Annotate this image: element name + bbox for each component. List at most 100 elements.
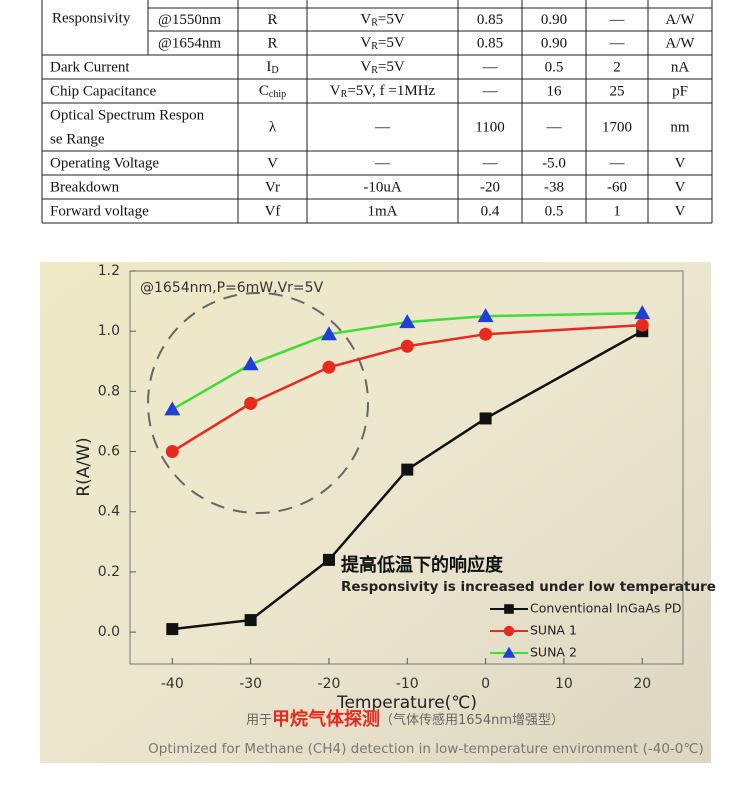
marker (477, 308, 494, 323)
cell-text: — (482, 155, 499, 171)
cell-text: VR=5V, f =1MHz (330, 83, 436, 100)
cell-after: =5V (378, 12, 405, 28)
cell-text: 16 (547, 83, 563, 99)
cell-text: 1100 (475, 119, 504, 135)
cell-sub: R (371, 65, 378, 76)
cell-text: λ (269, 119, 277, 135)
y-axis-label: R(A/W) (74, 437, 94, 496)
marker (634, 305, 651, 320)
caption-part: 用于 (246, 713, 272, 728)
cell-sub: R (371, 41, 378, 52)
marker (503, 625, 515, 637)
marker (635, 318, 649, 332)
cell-sub: chip (269, 89, 286, 100)
cell-text: 0.90 (541, 12, 567, 28)
cell-text: nm (670, 119, 690, 135)
x-tick-label: 20 (633, 676, 651, 692)
cell-text: 0.4 (481, 203, 500, 219)
marker (504, 604, 514, 614)
cell-text: pF (672, 83, 688, 99)
cell-text: 0.5 (545, 203, 564, 219)
y-tick-label: 0.0 (98, 624, 120, 640)
cell-main: V (360, 59, 371, 75)
cell-sub: R (341, 89, 348, 100)
cell-text: — (609, 12, 626, 28)
cell-main: V (330, 83, 341, 99)
cell-text: @1550nm (158, 12, 221, 28)
y-tick-label: 0.2 (98, 564, 120, 580)
cell-main: V (360, 35, 371, 51)
cell-text: ID (266, 59, 278, 76)
x-tick-label: -20 (318, 676, 341, 692)
cell-text: Operating Voltage (50, 155, 159, 171)
marker (165, 445, 179, 459)
highlight-circle (147, 292, 369, 514)
marker (401, 463, 414, 476)
marker (322, 360, 336, 374)
cell-text: — (609, 35, 626, 51)
cell-text: — (609, 155, 626, 171)
cell-text: R (267, 35, 277, 51)
marker (164, 401, 181, 416)
cell-text: 0.90 (541, 35, 567, 51)
cell-sub: R (371, 18, 378, 29)
caption-highlight: 甲烷气体探测 (272, 708, 380, 730)
y-tick-label: 0.6 (98, 444, 120, 460)
x-tick-label: 10 (555, 676, 573, 692)
cell-main: C (259, 83, 269, 99)
cell-text: @1654nm (158, 35, 221, 51)
marker (242, 356, 259, 371)
marker (244, 396, 258, 410)
cell-text: VR=5V (360, 59, 404, 76)
marker (166, 623, 179, 636)
marker (400, 339, 414, 353)
marker (479, 412, 492, 425)
cell-text: -20 (480, 179, 500, 195)
x-tick-label: -30 (239, 676, 262, 692)
cell-after: =5V (378, 35, 405, 51)
cell-text: se Range (50, 131, 105, 147)
cell-text: Responsivity (52, 10, 131, 26)
marker (502, 646, 516, 658)
cell-after: =5V (378, 59, 405, 75)
cell-text: — (546, 119, 563, 135)
cell-text: V (675, 179, 686, 195)
headline: 提高低温下的响应度 (341, 554, 504, 576)
cell-text: — (374, 119, 391, 135)
cell-main: I (266, 59, 271, 75)
spec-table: Responsivity @1550nm R VR=5V 0.85 0.90— A/W@16… (41, 0, 713, 224)
plot-frame (129, 270, 684, 665)
cell-sub: D (271, 65, 278, 76)
marker (322, 553, 335, 566)
cell-text: -5.0 (542, 155, 566, 171)
marker (399, 314, 416, 329)
cell-text: VR=5V (360, 35, 404, 52)
chart: @1654nm,P=6mW,Vr=5V 提高低温下的响应度 Responsivi… (40, 262, 716, 763)
x-tick-label: -10 (396, 676, 419, 692)
y-tick-label: 0.8 (98, 383, 120, 399)
cell-text: Vf (265, 203, 281, 219)
cell-text: 0.5 (545, 59, 564, 75)
cell-text: Dark Current (50, 59, 130, 75)
chart-background (40, 262, 711, 763)
cell-text: 25 (610, 83, 625, 99)
caption: 用于甲烷气体探测（气体传感用1654nm增强型） (246, 708, 564, 730)
cell-text: 1700 (602, 119, 632, 135)
cell-text: 1mA (368, 203, 398, 219)
series-line (171, 323, 643, 453)
cell-text: Breakdown (50, 179, 120, 195)
footnote: Optimized for Methane (CH4) detection in… (148, 741, 704, 757)
cell-text: 2 (613, 59, 621, 75)
legend-label: SUNA 1 (530, 623, 577, 638)
cell-text: -60 (607, 179, 627, 195)
cell-text: Vr (265, 179, 280, 195)
annotation: @1654nm,P=6mW,Vr=5V (140, 280, 324, 296)
cell-text: -10uA (363, 179, 401, 195)
marker (320, 326, 337, 341)
cell-text: — (374, 155, 391, 171)
cell-text: nA (671, 59, 690, 75)
x-tick-label: 0 (481, 676, 490, 692)
legend-label: SUNA 2 (530, 645, 577, 660)
